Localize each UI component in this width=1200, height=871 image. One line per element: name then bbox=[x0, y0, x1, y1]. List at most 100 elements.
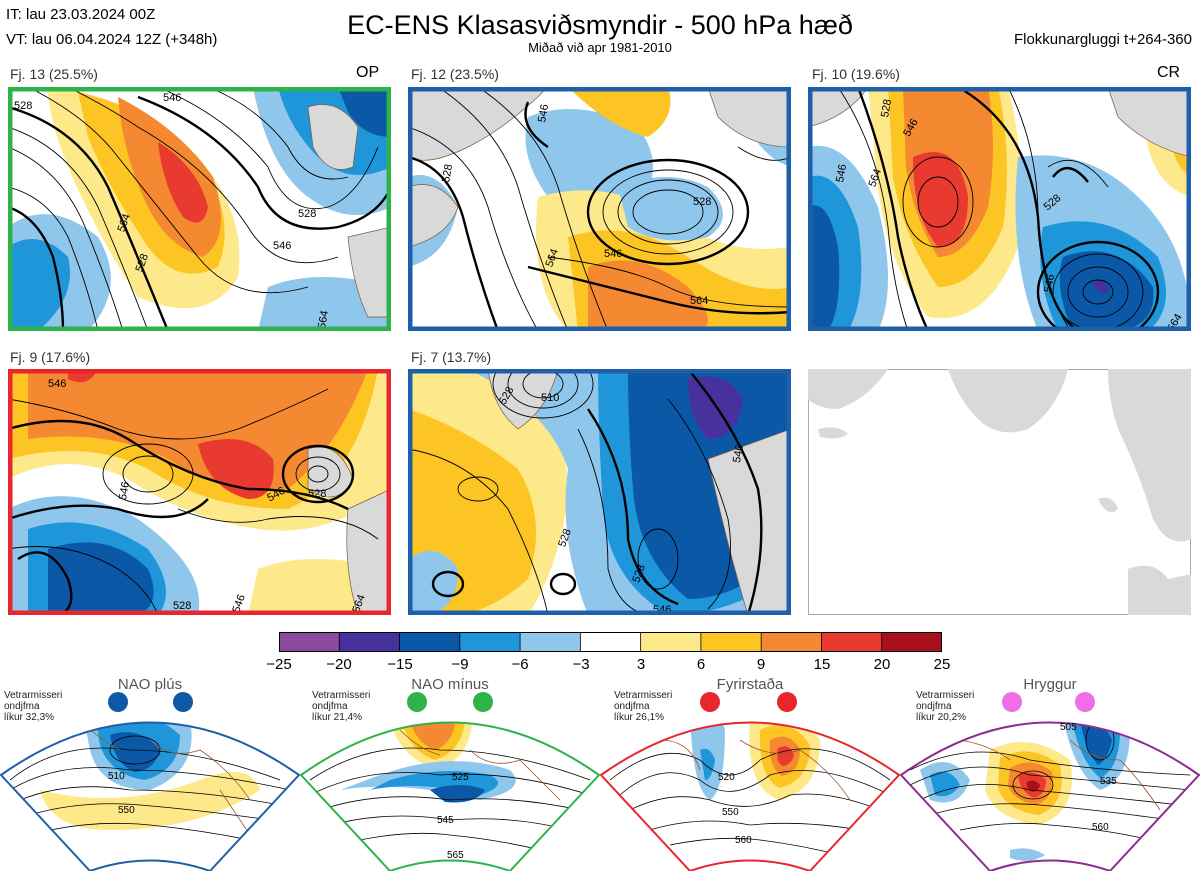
contour-label: 546 bbox=[731, 444, 746, 464]
regime-stat: ondjfma bbox=[312, 701, 348, 712]
contour-label: 528 bbox=[308, 488, 326, 500]
regime-stat: Vetrarmisseri bbox=[916, 690, 975, 701]
contour-label: 546 bbox=[117, 481, 132, 501]
contour-label: 510 bbox=[541, 392, 559, 404]
regime-stat: líkur 21,4% bbox=[312, 712, 363, 723]
regime-stat: líkur 32,3% bbox=[4, 712, 55, 723]
regime-stat: líkur 26,1% bbox=[614, 712, 665, 723]
regime-title: NAO mínus bbox=[411, 676, 489, 693]
contour-label: 528 bbox=[440, 163, 455, 183]
contour-label: 528 bbox=[298, 208, 316, 220]
colorbar bbox=[278, 631, 943, 653]
colorbar-tick: 25 bbox=[933, 656, 951, 673]
colorbar-cell bbox=[399, 631, 461, 653]
contour-label: 528 bbox=[879, 98, 894, 118]
colorbar-tick: −3 bbox=[572, 656, 590, 673]
contour-label: 564 bbox=[115, 212, 133, 233]
contour-label: 535 bbox=[1100, 776, 1117, 787]
colorbar-cell bbox=[760, 631, 823, 653]
regime-title: NAO plús bbox=[117, 676, 183, 693]
contour-label: 565 bbox=[447, 850, 464, 861]
contour-label: 528 bbox=[173, 600, 191, 612]
contour-label: 505 bbox=[1060, 722, 1077, 733]
contour-label: 528 bbox=[14, 100, 32, 112]
panel-label: Fj. 9 (17.6%) bbox=[10, 349, 91, 365]
classification-window: Flokkunargluggi t+264-360 bbox=[1013, 31, 1192, 48]
panel-label: Fj. 12 (23.5%) bbox=[411, 66, 499, 82]
contour-label: 520 bbox=[718, 772, 735, 783]
contour-label: 528 bbox=[630, 563, 648, 584]
colorbar-tick: −15 bbox=[387, 656, 413, 673]
colorbar-cell bbox=[579, 631, 642, 653]
contour-label: 564 bbox=[866, 167, 884, 188]
contour-label: 546 bbox=[1042, 273, 1057, 293]
contour-label: 528 bbox=[133, 252, 151, 273]
contour-label: 545 bbox=[437, 815, 454, 826]
colorbar-tick: −9 bbox=[451, 656, 469, 673]
regime-stat: ondjfma bbox=[614, 701, 650, 712]
page-subtitle: Miðað við apr 1981-2010 bbox=[528, 40, 672, 55]
regime-stat: ondjfma bbox=[4, 701, 40, 712]
regime-stat: ondjfma bbox=[916, 701, 952, 712]
contour-label: 564 bbox=[690, 295, 708, 307]
empty-basemap bbox=[808, 369, 1191, 615]
cluster-map-12: 546 528 564 546 564 528 bbox=[408, 87, 791, 331]
colorbar-cell bbox=[519, 631, 582, 653]
contour-label: 560 bbox=[1092, 822, 1109, 833]
contour-label: 550 bbox=[118, 805, 135, 816]
contour-label: 546 bbox=[163, 92, 181, 104]
contour-label: 546 bbox=[48, 378, 66, 390]
contour-label: 564 bbox=[543, 247, 561, 268]
contour-label: 550 bbox=[722, 807, 739, 818]
contour-label: 546 bbox=[653, 604, 671, 615]
panel-tag: OP bbox=[356, 64, 380, 81]
cluster-map-9: 546 546 546 528 546 564 528 bbox=[8, 369, 391, 615]
colorbar-tick: 20 bbox=[873, 656, 891, 673]
regime-stat: Vetrarmisseri bbox=[4, 690, 63, 701]
colorbar-cell bbox=[881, 631, 943, 653]
colorbar-cell bbox=[640, 631, 702, 653]
regime-stat: Vetrarmisseri bbox=[312, 690, 371, 701]
colorbar-tick: 6 bbox=[696, 656, 706, 673]
colorbar-tick: −6 bbox=[511, 656, 529, 673]
contour-label: 560 bbox=[735, 835, 752, 846]
panel-label: Fj. 13 (25.5%) bbox=[10, 66, 98, 82]
contour-label: 546 bbox=[230, 593, 248, 614]
regime-nao-plus: Vetrarmisseri ondjfma líkur 32,3% NAO pl… bbox=[0, 676, 300, 871]
contour-label: 528 bbox=[693, 196, 711, 208]
contour-label: 546 bbox=[536, 103, 551, 123]
colorbar-tick: −20 bbox=[326, 656, 352, 673]
contour-label: 546 bbox=[604, 248, 622, 260]
regime-stat: Vetrarmisseri bbox=[614, 690, 673, 701]
colorbar-cell bbox=[821, 631, 883, 653]
page-title: EC-ENS Klasasviðsmyndir - 500 hPa hæð bbox=[347, 10, 853, 40]
contour-label: 525 bbox=[452, 772, 469, 783]
colorbar-tick: −25 bbox=[266, 656, 292, 673]
regime-blocking: Vetrarmisseri ondjfma líkur 26,1% Fyrirs… bbox=[600, 676, 900, 871]
contour-label: 546 bbox=[273, 240, 291, 252]
contour-label: 564 bbox=[316, 310, 331, 330]
panel-label: Fj. 7 (13.7%) bbox=[411, 349, 492, 365]
colorbar-tick: 15 bbox=[813, 656, 831, 673]
valid-time: VT: lau 06.04.2024 12Z (+348h) bbox=[6, 31, 218, 48]
initial-time: IT: lau 23.03.2024 00Z bbox=[6, 6, 156, 23]
cluster-map-13: 528 546 564 528 546 528 564 bbox=[8, 87, 391, 331]
colorbar-tick: 3 bbox=[636, 656, 646, 673]
colorbar-cell bbox=[459, 631, 521, 653]
regime-nao-minus: Vetrarmisseri ondjfma líkur 21,4% NAO mí… bbox=[300, 676, 600, 871]
colorbar-cell bbox=[700, 631, 763, 653]
regime-ridge: Vetrarmisseri ondjfma líkur 20,2% Hryggu… bbox=[900, 676, 1200, 871]
regime-stat: líkur 20,2% bbox=[916, 712, 967, 723]
cluster-map-7: 510 528 528 546 528 546 bbox=[408, 369, 791, 615]
panel-tag: CR bbox=[1157, 64, 1181, 81]
panel-label: Fj. 10 (19.6%) bbox=[812, 66, 900, 82]
contour-label: 564 bbox=[350, 593, 368, 614]
colorbar-cell bbox=[338, 631, 401, 653]
colorbar-cell bbox=[278, 631, 341, 653]
contour-label: 510 bbox=[108, 771, 125, 782]
contour-label: 546 bbox=[834, 163, 849, 183]
regime-title: Fyrirstaða bbox=[716, 676, 784, 693]
colorbar-tick: 9 bbox=[756, 656, 766, 673]
cluster-map-10: 546 564 546 528 546 564 528 bbox=[808, 87, 1191, 331]
regime-title: Hryggur bbox=[1023, 676, 1077, 693]
